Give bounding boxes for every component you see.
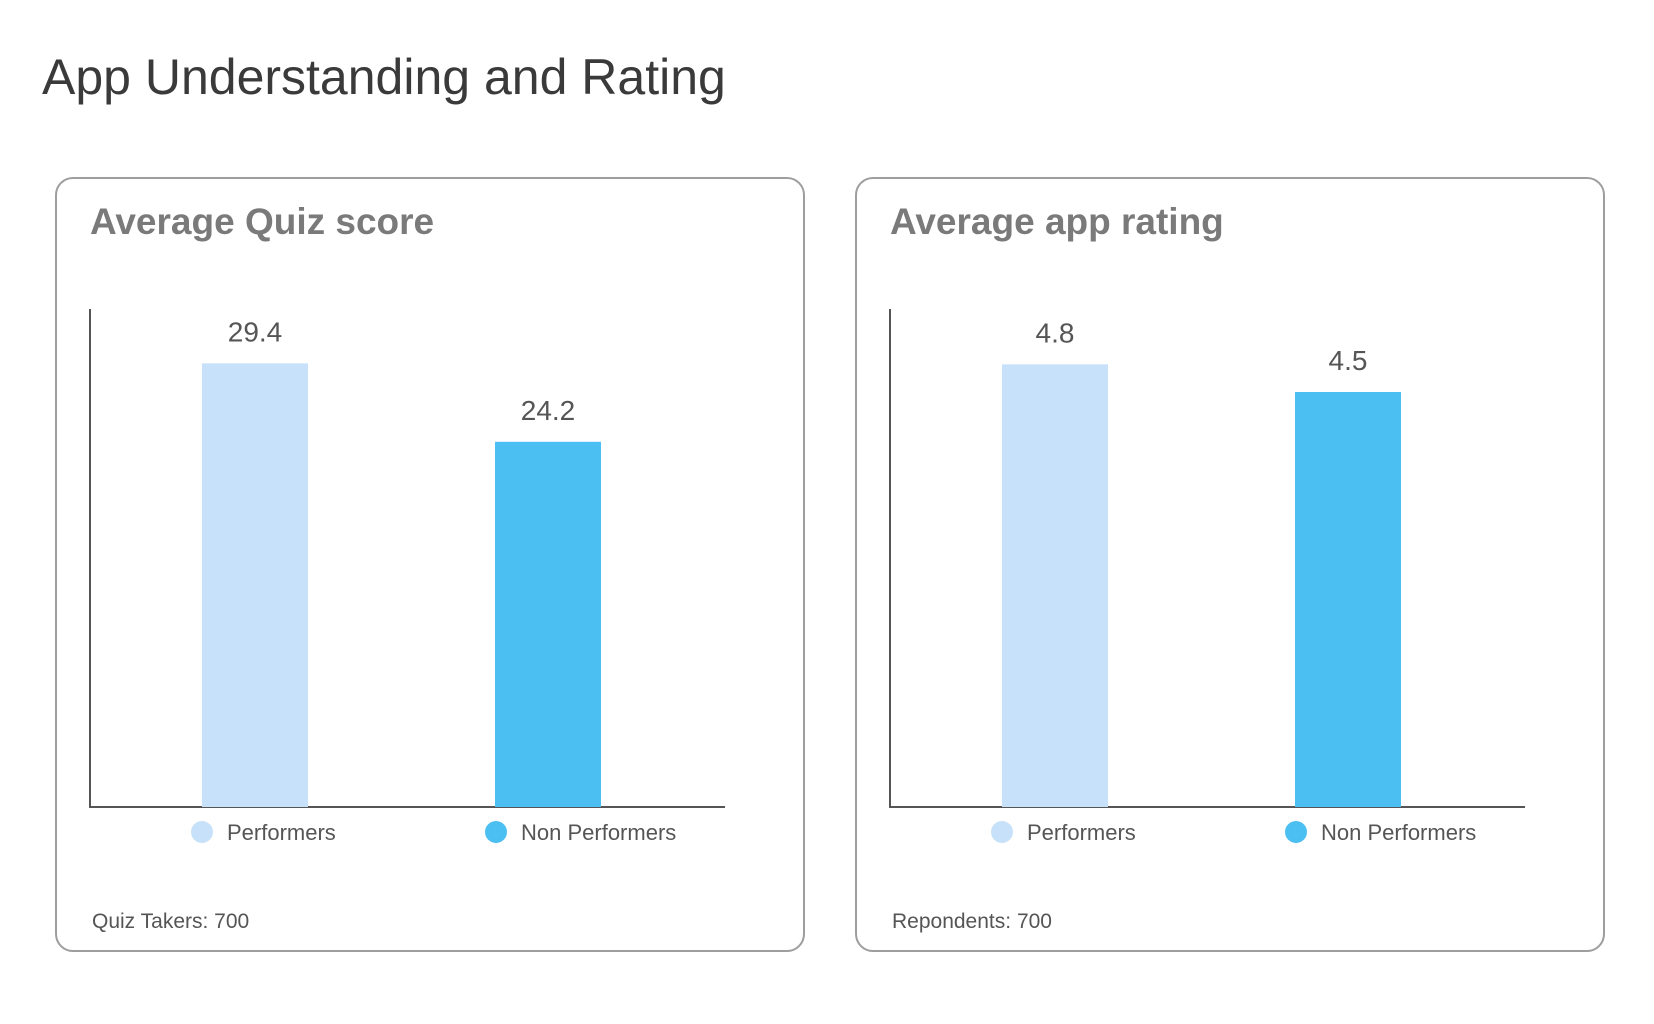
footnote-label: Quiz Takers: [92,910,209,933]
chart-title: Average Quiz score [90,201,435,242]
data-label-performers: 4.8 [1036,317,1075,348]
footnote: Quiz Takers: 700 [92,909,249,935]
data-label-performers: 29.4 [228,316,283,347]
legend-label-non-performers: Non Performers [1321,820,1476,845]
bar-performers [202,363,308,807]
legend-swatch-non-performers [1285,821,1307,843]
legend-swatch-performers [191,821,213,843]
legend-label-performers: Performers [1027,820,1136,845]
bar-non-performers [495,441,601,807]
legend-swatch-non-performers [485,821,507,843]
quiz-score-card: Average Quiz score 29.4 24.2 Performers Non… [55,177,805,952]
chart-title: Average app rating [890,201,1224,242]
footnote-value: 700 [214,910,250,933]
footnote-value: 700 [1016,910,1052,933]
data-label-non-performers: 4.5 [1329,345,1368,376]
footnote-label: Repondents: [892,910,1012,933]
app-rating-chart: 4.8 4.5 Performers Non Performers [889,309,1525,845]
quiz-score-chart: 29.4 24.2 Performers Non Performers [89,309,725,845]
legend-label-performers: Performers [227,820,336,845]
page-title: App Understanding and Rating [42,49,726,105]
legend-swatch-performers [991,821,1013,843]
data-label-non-performers: 24.2 [521,395,576,426]
bar-non-performers [1295,392,1401,807]
legend-label-non-performers: Non Performers [521,820,676,845]
footnote: Repondents: 700 [892,909,1052,935]
app-rating-card: Average app rating 4.8 4.5 Performers Non P… [855,177,1605,952]
bar-performers [1002,364,1108,807]
